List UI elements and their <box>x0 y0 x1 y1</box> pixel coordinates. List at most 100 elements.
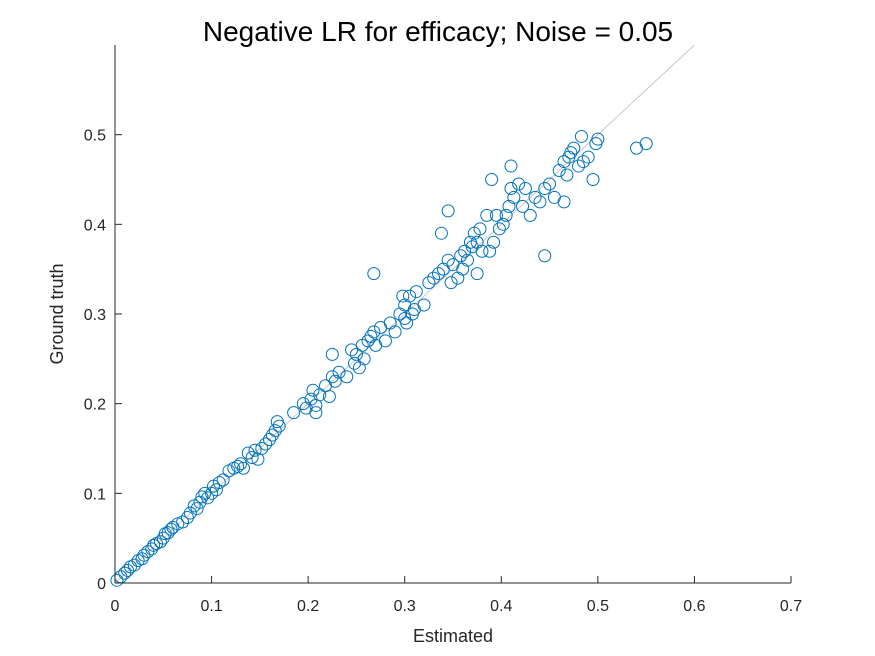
data-point <box>328 374 342 388</box>
y-tick-label: 0 <box>97 576 106 593</box>
x-tick-label: 0 <box>111 598 120 615</box>
data-point <box>209 483 223 497</box>
data-point <box>499 208 513 222</box>
y-tick-label: 0.1 <box>84 486 106 503</box>
data-point <box>268 424 282 438</box>
data-point <box>180 511 194 525</box>
y-axis-label: Ground truth <box>47 263 67 364</box>
data-point <box>263 433 277 447</box>
data-point <box>255 442 269 455</box>
data-point <box>454 249 468 263</box>
data-point <box>145 542 159 556</box>
data-point <box>313 388 327 402</box>
data-point <box>234 457 248 471</box>
data-point <box>357 352 371 366</box>
data-point <box>492 222 506 236</box>
data-point <box>458 244 472 258</box>
data-point <box>427 271 441 285</box>
y-tick-label: 0.2 <box>84 397 106 414</box>
data-point <box>212 476 226 490</box>
data-point <box>504 181 518 195</box>
data-point <box>110 573 124 587</box>
data-point <box>639 137 653 151</box>
data-point <box>309 406 323 420</box>
data-point <box>528 190 542 204</box>
data-point <box>153 535 167 549</box>
data-point <box>543 177 557 191</box>
data-point <box>396 289 410 303</box>
data-point <box>444 276 458 290</box>
data-point <box>349 347 363 361</box>
data-point <box>507 190 521 204</box>
data-point <box>557 155 571 169</box>
data-point <box>183 506 197 520</box>
data-point <box>576 155 590 169</box>
data-point <box>591 132 605 146</box>
data-point <box>523 208 537 222</box>
chart-title: Negative LR for efficacy; Noise = 0.05 <box>203 16 673 47</box>
data-point <box>475 244 489 258</box>
x-tick-label: 0.7 <box>780 598 802 615</box>
x-tick-label: 0.5 <box>587 598 609 615</box>
data-point <box>367 267 381 281</box>
data-points <box>110 129 653 587</box>
data-point <box>560 168 574 182</box>
axis-ticks: 0 0.1 0.2 0.3 0.4 0.5 0.6 0.7 0 0.1 0.2 0.3 0.4 0.5 <box>84 128 802 615</box>
data-point <box>489 208 503 222</box>
data-point <box>259 437 273 451</box>
data-point <box>287 406 301 420</box>
data-point <box>485 173 499 186</box>
data-point <box>581 150 595 164</box>
data-point <box>231 459 245 473</box>
data-point <box>564 146 578 160</box>
data-point <box>325 347 339 361</box>
data-point <box>245 450 259 464</box>
y-tick-label: 0.3 <box>84 307 106 324</box>
data-point <box>190 502 204 516</box>
y-tick-label: 0.5 <box>84 128 106 145</box>
x-tick-label: 0.3 <box>394 598 416 615</box>
data-point <box>241 446 255 460</box>
data-point <box>176 515 190 529</box>
data-point <box>533 195 547 209</box>
plot-area <box>115 45 791 583</box>
data-point <box>512 177 526 191</box>
data-point <box>201 491 215 505</box>
data-point <box>147 538 161 552</box>
data-point <box>236 461 250 475</box>
data-point <box>265 428 279 442</box>
data-point <box>367 325 381 339</box>
data-point <box>572 159 586 173</box>
data-point <box>567 141 581 155</box>
data-point <box>272 419 286 433</box>
x-tick-label: 0.1 <box>200 598 222 615</box>
data-point <box>574 129 588 143</box>
x-tick-label: 0.2 <box>297 598 319 615</box>
data-point <box>332 365 346 379</box>
data-point <box>480 208 494 222</box>
data-point <box>248 443 262 457</box>
data-point <box>557 195 571 209</box>
y-tick-label: 0.4 <box>84 217 106 234</box>
data-point <box>432 267 446 281</box>
data-point <box>296 397 310 411</box>
data-point <box>166 520 180 534</box>
data-point <box>504 159 518 173</box>
data-point <box>409 285 423 299</box>
data-point <box>322 389 336 403</box>
data-point <box>441 204 455 218</box>
data-point <box>216 473 230 487</box>
data-point <box>441 253 455 267</box>
data-point <box>516 199 530 213</box>
data-point <box>538 181 552 195</box>
data-point <box>161 526 175 540</box>
data-point <box>487 235 501 249</box>
data-point <box>198 486 212 500</box>
x-tick-label: 0.6 <box>683 598 705 615</box>
data-point <box>205 486 219 500</box>
data-point <box>483 244 497 258</box>
data-point <box>403 289 417 303</box>
data-point <box>460 253 474 267</box>
